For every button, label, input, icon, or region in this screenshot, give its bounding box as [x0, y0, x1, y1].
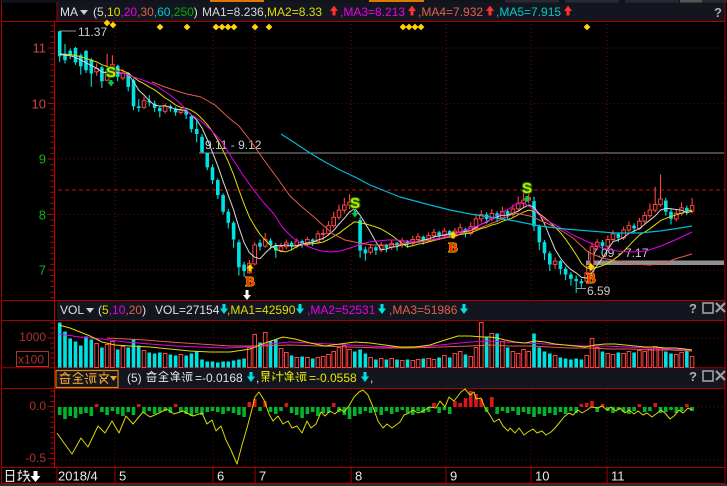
svg-text:MA: MA [60, 5, 78, 19]
svg-text:11: 11 [33, 41, 47, 56]
svg-text:?: ? [689, 369, 697, 384]
svg-text:MA1=8.236,MA2=8.33: MA1=8.236,MA2=8.33 [202, 5, 322, 19]
svg-text:,: , [256, 371, 259, 385]
svg-text:S: S [106, 64, 116, 81]
svg-text:11.37: 11.37 [78, 25, 107, 39]
svg-text:2018/4: 2018/4 [58, 469, 98, 484]
svg-text:VOL: VOL [60, 303, 84, 317]
svg-text:10: 10 [535, 469, 549, 484]
svg-text:B: B [448, 241, 457, 256]
svg-text:,MA3=51986: ,MA3=51986 [389, 303, 458, 317]
svg-text:10: 10 [32, 97, 46, 112]
svg-text:9: 9 [39, 152, 46, 167]
svg-text:5: 5 [119, 469, 126, 484]
svg-text:,: , [370, 371, 373, 385]
svg-text:,MA2=52531: ,MA2=52531 [307, 303, 376, 317]
svg-text:,MA4=7.932: ,MA4=7.932 [418, 5, 483, 19]
svg-text:?: ? [714, 5, 722, 20]
svg-text:0.0: 0.0 [29, 399, 46, 413]
svg-text:B: B [245, 275, 254, 290]
svg-text:8: 8 [39, 208, 46, 223]
svg-text:7.09 - 7.17: 7.09 - 7.17 [591, 246, 649, 260]
svg-text:7: 7 [259, 469, 266, 484]
svg-text:x100: x100 [18, 353, 44, 367]
svg-text:-0.5: -0.5 [25, 451, 46, 465]
svg-text:1000: 1000 [19, 330, 46, 344]
svg-text:VOL=27154: VOL=27154 [155, 303, 220, 317]
svg-text:7: 7 [39, 263, 46, 278]
svg-text:?: ? [689, 301, 697, 316]
svg-text:B: B [586, 272, 595, 287]
svg-text:11: 11 [611, 469, 625, 484]
svg-text:9: 9 [450, 469, 457, 484]
svg-text:(5,10,20): (5,10,20) [98, 303, 146, 317]
svg-text:9.11 - 9.12: 9.11 - 9.12 [205, 138, 262, 152]
svg-text:S: S [522, 180, 532, 197]
svg-text:(5): (5) [127, 371, 142, 385]
svg-text:6.59: 6.59 [587, 284, 611, 298]
svg-text:,MA1=42590: ,MA1=42590 [227, 303, 296, 317]
svg-text:(5,10,20,30,60,250): (5,10,20,30,60,250) [93, 5, 198, 19]
svg-text:=-0.0558: =-0.0558 [309, 371, 357, 385]
svg-text:S: S [350, 195, 360, 212]
svg-text:,MA5=7.915: ,MA5=7.915 [496, 5, 561, 19]
svg-text:=-0.0168: =-0.0168 [195, 371, 243, 385]
svg-text:8: 8 [355, 469, 362, 484]
svg-text:,MA3=8.213: ,MA3=8.213 [340, 5, 405, 19]
svg-text:6: 6 [217, 469, 224, 484]
